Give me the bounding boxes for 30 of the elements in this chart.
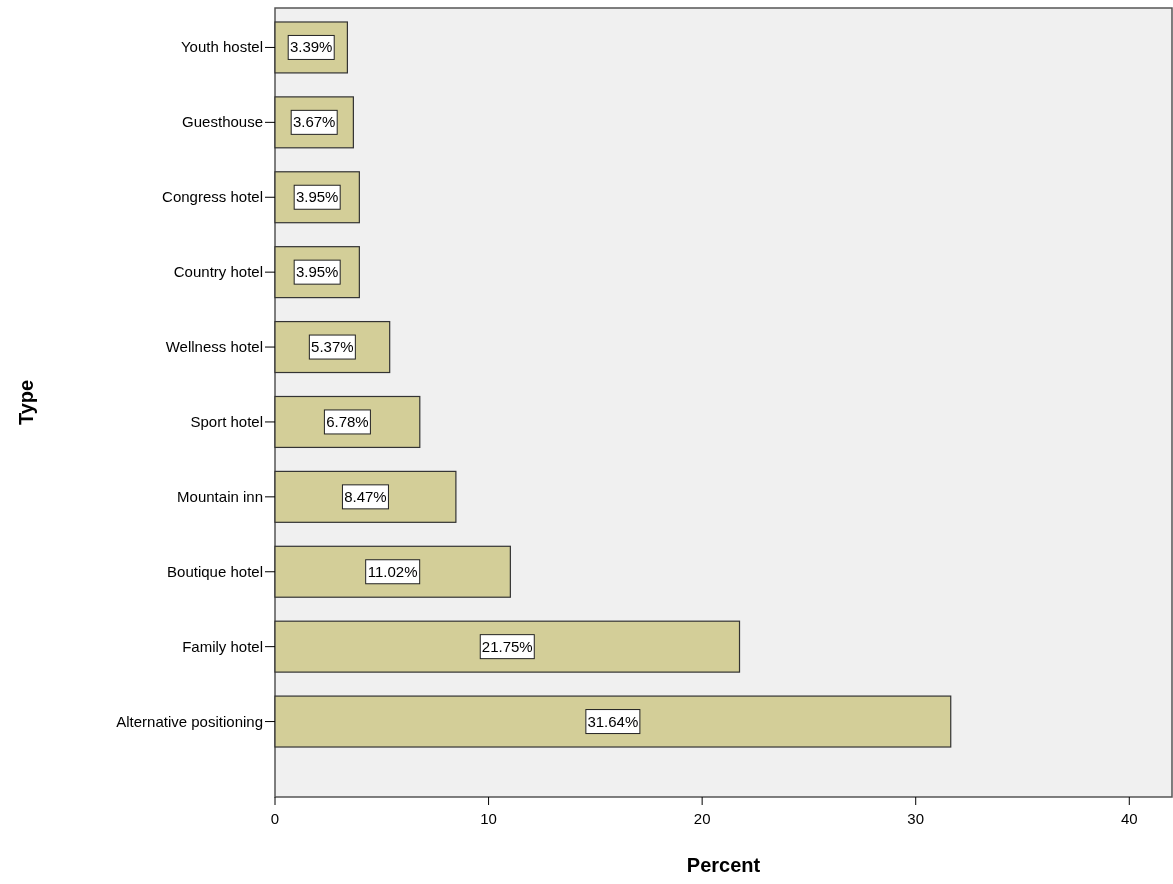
data-label: 6.78% [326, 412, 369, 430]
data-label: 3.39% [289, 38, 333, 56]
data-label: 3.95% [295, 263, 339, 281]
y-tick-label: Congress hotel [162, 188, 263, 206]
y-axis-title: Type [15, 379, 37, 426]
y-tick-label: Country hotel [173, 263, 263, 281]
bar [274, 620, 741, 673]
data-label: 11.02% [367, 562, 418, 580]
data-label: 5.37% [311, 338, 354, 356]
y-tick-label: Alternative positioning [116, 712, 263, 730]
x-tick-label: 0 [270, 810, 280, 827]
y-tick-label: Family hotel [182, 637, 263, 655]
data-label: 8.47% [344, 487, 387, 505]
y-tick-label: Guesthouse [182, 113, 263, 131]
x-axis-title: Percent [686, 854, 761, 876]
y-tick-label: Sport hotel [190, 412, 263, 430]
data-label: 3.95% [295, 188, 339, 206]
bar [274, 695, 952, 748]
y-tick-label: Mountain inn [177, 487, 263, 505]
y-tick-label: Youth hostel [180, 38, 263, 56]
x-tick-label: 30 [907, 810, 925, 827]
x-tick-label: 10 [480, 810, 497, 827]
y-tick-label: Boutique hotel [167, 562, 263, 580]
data-label: 21.75% [481, 637, 533, 655]
x-tick-label: 40 [1120, 810, 1138, 827]
data-label: 31.64% [587, 712, 639, 730]
x-tick-label: 20 [693, 810, 711, 827]
data-label: 3.67% [292, 113, 336, 131]
y-tick-label: Wellness hotel [165, 338, 263, 356]
bar [274, 470, 457, 523]
